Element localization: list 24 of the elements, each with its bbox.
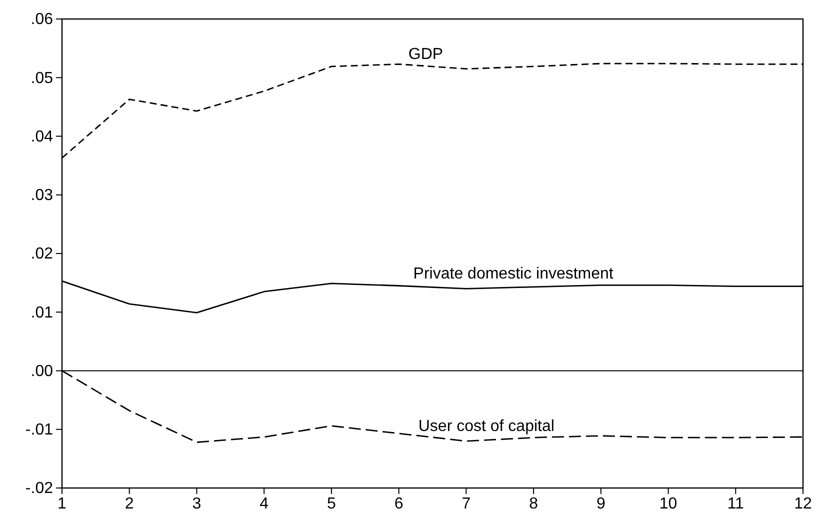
y-tick-label: .00 — [30, 362, 54, 380]
series-label: User cost of capital — [418, 418, 554, 436]
y-tick-label: .03 — [30, 186, 54, 204]
x-tick-label: 12 — [794, 495, 812, 512]
y-tick-label: .05 — [30, 70, 54, 87]
y-tick-label: -.01 — [25, 421, 54, 438]
x-tick-label: 8 — [529, 495, 538, 512]
x-tick-label: 6 — [394, 495, 404, 512]
x-tick-label: 2 — [124, 495, 134, 512]
x-tick-label: 3 — [192, 495, 202, 512]
series-label: Private domestic investment — [413, 266, 614, 283]
y-tick-label: .02 — [30, 246, 54, 263]
y-tick-label: .01 — [30, 304, 54, 322]
x-tick-label: 5 — [327, 495, 336, 512]
y-tick-label: .04 — [30, 128, 54, 146]
series-label: GDP — [408, 46, 444, 63]
x-tick-label: 9 — [596, 495, 606, 512]
x-tick-label: 11 — [727, 495, 744, 512]
x-tick-label: 4 — [260, 495, 269, 512]
x-tick-label: 1 — [58, 495, 67, 512]
x-tick-label: 7 — [462, 495, 471, 512]
x-tick-label: 10 — [659, 495, 678, 512]
y-tick-label: .06 — [30, 11, 54, 28]
y-tick-label: -.02 — [25, 480, 54, 498]
